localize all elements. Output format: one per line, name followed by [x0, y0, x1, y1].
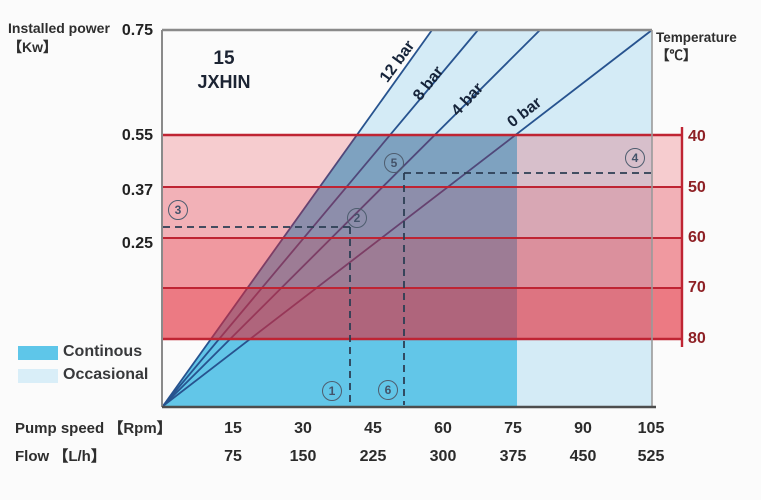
marker-5: 5 [384, 153, 404, 173]
x-axis-flow-title: Flow 【L/h】 [15, 448, 106, 465]
temp-band-50-60 [162, 187, 682, 238]
temp-band-40-50 [162, 135, 682, 187]
pressure-line-8bar [162, 29, 479, 407]
rpm-tick-105: 105 [637, 420, 665, 437]
legend-swatch-continuous [18, 346, 58, 360]
y-axis-title-line1: Installed power [8, 20, 110, 36]
y-axis-title-line2: 【Kw】 [8, 39, 57, 55]
temp-band-lines [162, 133, 682, 341]
rpm-tick-45: 45 [364, 420, 382, 437]
rpm-tick-15: 15 [224, 420, 242, 437]
temp-tick-60: 60 [688, 229, 706, 246]
temp-axis-title-line2: 【℃】 [656, 48, 697, 63]
flow-tick-525: 525 [637, 448, 665, 465]
temp-band-60-70 [162, 238, 682, 288]
legend-label-occasional: Occasional [63, 366, 149, 383]
flow-tick-225: 225 [359, 448, 387, 465]
x-axis-rpm-title: Pump speed 【Rpm】 [15, 420, 172, 437]
flow-tick-450: 450 [569, 448, 597, 465]
temp-band-70-80 [162, 288, 682, 339]
chart-title-model: 15 [213, 48, 235, 69]
marker-3: 3 [168, 200, 188, 220]
rpm-tick-60: 60 [434, 420, 452, 437]
temp-axis-title-line1: Temperature [656, 30, 737, 45]
rpm-tick-75: 75 [504, 420, 522, 437]
temp-tick-40: 40 [688, 128, 706, 145]
rpm-tick-90: 90 [574, 420, 592, 437]
chart-title-name: JXHIN [197, 72, 251, 92]
legend-label-continuous: Continous [63, 343, 143, 360]
marker-1: 1 [322, 381, 342, 401]
flow-tick-375: 375 [499, 448, 527, 465]
marker-4: 4 [625, 148, 645, 168]
temp-tick-80: 80 [688, 330, 706, 347]
flow-tick-150: 150 [289, 448, 317, 465]
pressure-line-12bar [162, 29, 433, 407]
legend-swatch-occasional [18, 369, 58, 383]
temp-tick-50: 50 [688, 179, 706, 196]
flow-tick-75: 75 [224, 448, 242, 465]
y-tick-0-25: 0.25 [121, 235, 153, 252]
flow-tick-300: 300 [429, 448, 457, 465]
rpm-tick-30: 30 [294, 420, 312, 437]
y-tick-0-37: 0.37 [121, 182, 153, 199]
temp-tick-70: 70 [688, 279, 706, 296]
guide-lines-group [163, 172, 651, 405]
y-tick-0-55: 0.55 [121, 127, 153, 144]
pressure-line-0bar [162, 29, 653, 407]
marker-2: 2 [347, 208, 367, 228]
marker-6: 6 [378, 380, 398, 400]
y-tick-0-75: 0.75 [121, 22, 153, 39]
